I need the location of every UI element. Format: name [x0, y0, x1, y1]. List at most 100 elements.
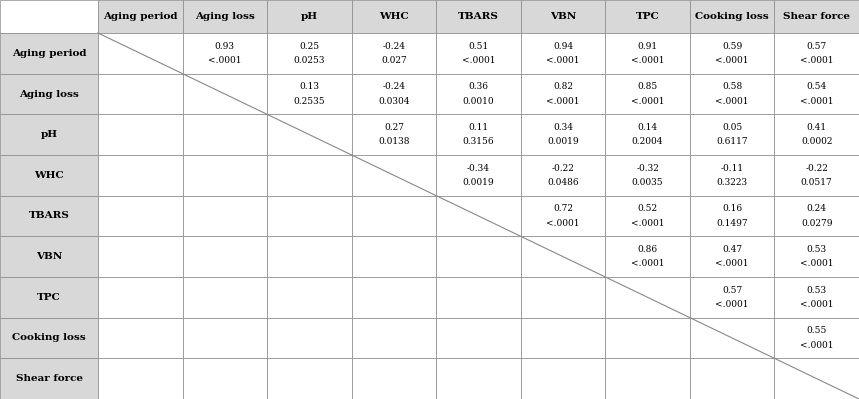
Bar — [521, 318, 606, 358]
Text: 0.0304: 0.0304 — [378, 97, 410, 106]
Bar — [351, 277, 436, 318]
Bar — [0, 33, 98, 74]
Text: <.0001: <.0001 — [800, 341, 833, 350]
Text: 0.72: 0.72 — [553, 204, 573, 213]
Text: VBN: VBN — [550, 12, 576, 21]
Text: Aging period: Aging period — [103, 12, 178, 21]
Text: 0.58: 0.58 — [722, 82, 742, 91]
Bar — [775, 196, 859, 236]
Bar — [98, 358, 183, 399]
Text: 0.2004: 0.2004 — [632, 138, 663, 146]
Bar — [521, 33, 606, 74]
Text: <.0001: <.0001 — [631, 219, 664, 228]
Text: <.0001: <.0001 — [208, 56, 241, 65]
Bar — [183, 277, 267, 318]
Bar — [521, 236, 606, 277]
Bar — [436, 74, 521, 115]
Bar — [267, 155, 351, 196]
Text: TBARS: TBARS — [28, 211, 70, 221]
Bar — [267, 33, 351, 74]
Text: 0.93: 0.93 — [215, 41, 235, 51]
Text: <.0001: <.0001 — [716, 97, 749, 106]
Text: -0.22: -0.22 — [551, 164, 575, 172]
Text: Aging period: Aging period — [12, 49, 86, 58]
Text: -0.11: -0.11 — [721, 164, 744, 172]
Bar — [521, 74, 606, 115]
Text: TBARS: TBARS — [458, 12, 499, 21]
Text: 0.1497: 0.1497 — [716, 219, 748, 228]
Bar — [0, 358, 98, 399]
Text: Cooking loss: Cooking loss — [12, 334, 86, 342]
Bar — [98, 155, 183, 196]
Text: 0.51: 0.51 — [468, 41, 489, 51]
Bar — [98, 236, 183, 277]
Text: 0.41: 0.41 — [807, 123, 826, 132]
Bar — [267, 236, 351, 277]
Bar — [436, 277, 521, 318]
Text: 0.54: 0.54 — [807, 82, 827, 91]
Bar — [436, 33, 521, 74]
Bar — [690, 318, 775, 358]
Text: pH: pH — [40, 130, 58, 139]
Text: pH: pH — [301, 12, 318, 21]
Text: 0.47: 0.47 — [722, 245, 742, 254]
Text: <.0001: <.0001 — [800, 259, 833, 269]
Text: 0.53: 0.53 — [807, 245, 826, 254]
Bar — [0, 0, 98, 33]
Bar — [690, 236, 775, 277]
Bar — [183, 358, 267, 399]
Text: VBN: VBN — [36, 252, 62, 261]
Text: <.0001: <.0001 — [800, 56, 833, 65]
Bar — [606, 358, 690, 399]
Bar — [98, 33, 183, 74]
Bar — [690, 74, 775, 115]
Text: -0.22: -0.22 — [805, 164, 828, 172]
Text: -0.24: -0.24 — [382, 41, 405, 51]
Text: 0.36: 0.36 — [468, 82, 489, 91]
Text: 0.53: 0.53 — [807, 286, 826, 294]
Text: 0.24: 0.24 — [807, 204, 826, 213]
Text: 0.82: 0.82 — [553, 82, 573, 91]
Bar — [606, 196, 690, 236]
Text: 0.91: 0.91 — [637, 41, 658, 51]
Text: 0.2535: 0.2535 — [294, 97, 326, 106]
Text: <.0001: <.0001 — [716, 259, 749, 269]
Text: Aging loss: Aging loss — [195, 12, 255, 21]
Text: <.0001: <.0001 — [546, 97, 580, 106]
Bar — [775, 33, 859, 74]
Text: 0.25: 0.25 — [299, 41, 320, 51]
Bar — [351, 318, 436, 358]
Text: 0.34: 0.34 — [553, 123, 573, 132]
Bar — [775, 236, 859, 277]
Bar — [267, 318, 351, 358]
Bar — [98, 277, 183, 318]
Text: 0.3223: 0.3223 — [716, 178, 747, 187]
Text: 0.59: 0.59 — [722, 41, 742, 51]
Text: 0.05: 0.05 — [722, 123, 742, 132]
Bar — [436, 318, 521, 358]
Text: 0.52: 0.52 — [637, 204, 658, 213]
Bar — [351, 33, 436, 74]
Bar — [521, 358, 606, 399]
Bar — [775, 0, 859, 33]
Text: 0.0019: 0.0019 — [463, 178, 494, 187]
Bar — [436, 358, 521, 399]
Bar — [351, 358, 436, 399]
Bar — [436, 196, 521, 236]
Text: 0.14: 0.14 — [637, 123, 658, 132]
Text: <.0001: <.0001 — [462, 56, 496, 65]
Text: WHC: WHC — [379, 12, 409, 21]
Bar — [351, 236, 436, 277]
Text: Shear force: Shear force — [15, 374, 82, 383]
Bar — [775, 155, 859, 196]
Bar — [267, 0, 351, 33]
Bar — [0, 277, 98, 318]
Text: 0.0279: 0.0279 — [801, 219, 832, 228]
Bar — [690, 196, 775, 236]
Text: 0.55: 0.55 — [807, 326, 827, 335]
Text: 0.27: 0.27 — [384, 123, 404, 132]
Bar — [0, 236, 98, 277]
Text: 0.3156: 0.3156 — [463, 138, 494, 146]
Text: <.0001: <.0001 — [716, 300, 749, 309]
Text: -0.34: -0.34 — [467, 164, 490, 172]
